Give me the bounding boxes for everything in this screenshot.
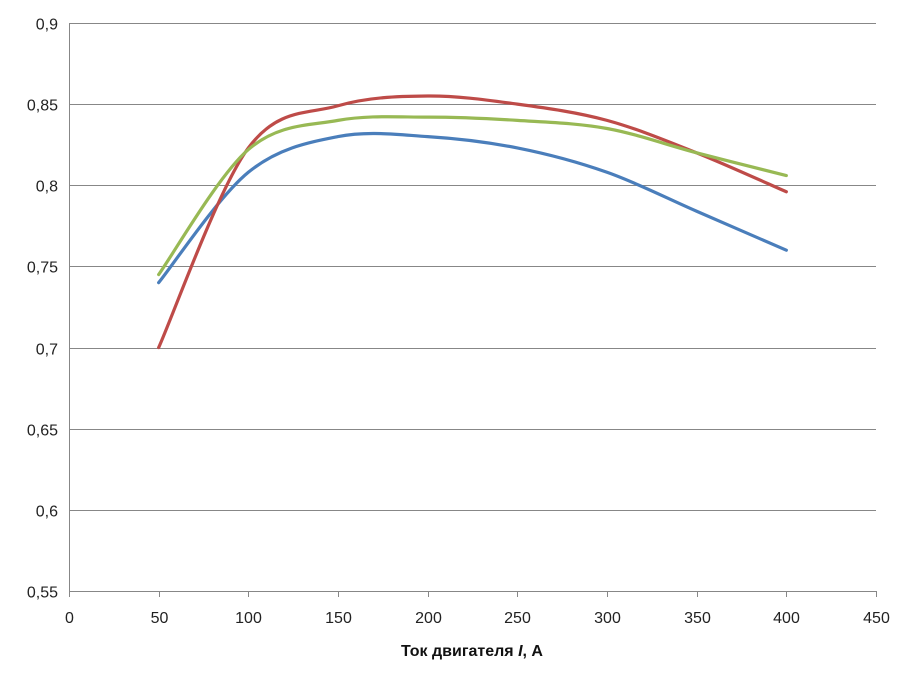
gridlines bbox=[69, 23, 876, 511]
y-tick-label: 0,6 bbox=[36, 504, 58, 521]
x-tick-label: 100 bbox=[235, 610, 262, 627]
x-tick-label: 0 bbox=[65, 610, 74, 627]
axes bbox=[69, 23, 877, 597]
series-line-3 bbox=[157, 115, 788, 277]
x-tick-label: 400 bbox=[773, 610, 800, 627]
y-tick-label: 0,75 bbox=[27, 260, 58, 277]
y-tick-labels: 0,55 0,6 0,65 0,7 0,75 0,8 0,85 0,9 bbox=[27, 17, 58, 602]
x-tick-label: 350 bbox=[684, 610, 711, 627]
x-tick-label: 450 bbox=[863, 610, 890, 627]
x-tick-label: 200 bbox=[415, 610, 442, 627]
x-tick-label: 50 bbox=[151, 610, 169, 627]
y-tick-label: 0,8 bbox=[36, 179, 58, 196]
y-tick-label: 0,65 bbox=[27, 423, 58, 440]
series-line-2 bbox=[157, 94, 788, 350]
series-line-1 bbox=[157, 131, 788, 285]
x-tick-label: 150 bbox=[325, 610, 352, 627]
x-tick-labels: 0 50 100 150 200 250 300 350 400 450 bbox=[65, 610, 890, 627]
y-tick-label: 0,55 bbox=[27, 585, 58, 602]
x-tick-label: 300 bbox=[594, 610, 621, 627]
series-lines bbox=[157, 94, 788, 350]
y-tick-label: 0,7 bbox=[36, 342, 58, 359]
y-tick-label: 0,9 bbox=[36, 17, 58, 34]
x-axis-title: Ток двигателя I, А bbox=[401, 643, 543, 660]
x-tick-label: 250 bbox=[504, 610, 531, 627]
y-tick-label: 0,85 bbox=[27, 98, 58, 115]
